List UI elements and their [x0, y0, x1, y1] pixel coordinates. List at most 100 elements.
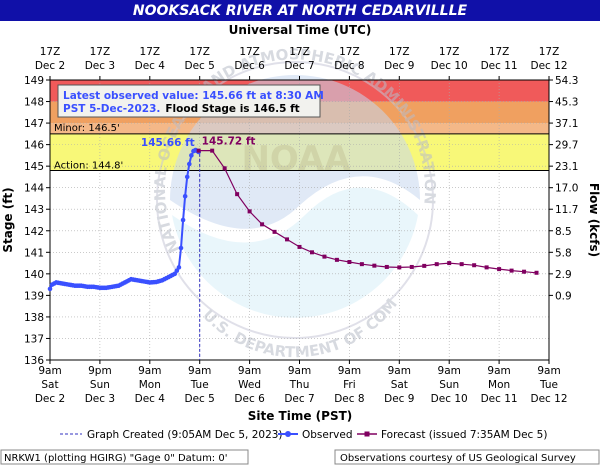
left-axis-ticks: 136 137 138 139 140 141 142 143 144 145 146 147 148 1… — [24, 75, 50, 367]
observed-point — [184, 174, 190, 180]
forecast-point — [334, 257, 339, 262]
bottom-tick-label-date: Dec 11 — [481, 393, 518, 405]
right-tick-label: 37.1 — [555, 118, 578, 130]
bottom-tick-label-time: 9am — [138, 365, 161, 377]
forecast-point — [422, 263, 427, 268]
forecast-point — [372, 263, 377, 268]
forecast-series — [196, 148, 539, 275]
observed-point — [180, 217, 186, 223]
footer-right-box — [334, 449, 600, 465]
forecast-point — [509, 268, 514, 273]
bottom-tick-label-time: 9am — [487, 365, 510, 377]
bottom-tick-label-time: 9am — [388, 365, 411, 377]
top-tick-label-hour: 17Z — [140, 46, 161, 58]
bottom-tick-label-time: 9am — [338, 365, 361, 377]
left-tick-label: 148 — [24, 97, 44, 109]
forecast-point — [447, 261, 452, 266]
action-stage-label: Action: 144.8' — [54, 160, 123, 171]
top-tick-label-hour: 17Z — [389, 46, 410, 58]
chart-title: NOOKSACK RIVER AT NORTH CEDARVILLLE — [133, 3, 468, 19]
bottom-tick-label-day: Thu — [289, 379, 310, 391]
bottom-tick-label-day: Mon — [488, 379, 510, 391]
right-tick-label: 11.7 — [555, 204, 578, 216]
noaa-watermark: NOAA NATIONAL OCEANIC AND ATMOSPHERIC AD… — [0, 0, 439, 361]
forecast-point — [359, 262, 364, 267]
left-tick-label: 138 — [24, 312, 44, 324]
forecast-point — [497, 267, 502, 272]
title-bar — [0, 0, 600, 21]
forecast-line — [198, 150, 537, 274]
bottom-tick-label-day: Fri — [343, 379, 356, 391]
right-tick-label: 45.3 — [555, 97, 578, 109]
right-axis-title: Flow (kcfs) — [587, 183, 600, 257]
legend-forecast-marker — [364, 431, 370, 437]
forecast-point — [347, 260, 352, 264]
top-tick-label-hour: 17Z — [489, 46, 510, 58]
forecast-point — [484, 265, 489, 270]
left-tick-label: 144 — [24, 183, 44, 195]
top-tick-label-date: Dec 9 — [384, 60, 414, 72]
left-tick-label: 141 — [24, 247, 44, 259]
info-box-line1: Latest observed value: 145.66 ft at 8:30… — [63, 90, 324, 102]
bottom-tick-label-date: Dec 4 — [135, 393, 166, 405]
forecast-point — [260, 222, 265, 227]
observed-point — [176, 265, 182, 270]
footer-left-text: NRKW1 (plotting HGIRG) "Gage 0" Datum: 0… — [4, 453, 227, 464]
info-box-flood-stage: Flood Stage is 146.5 ft — [165, 103, 299, 115]
forecast-point — [285, 237, 290, 242]
left-tick-label: 140 — [24, 269, 44, 281]
right-tick-label: 2.9 — [555, 269, 572, 281]
bottom-tick-label-date: Dec 5 — [185, 393, 215, 405]
top-tick-label-date: Dec 11 — [481, 60, 518, 72]
bottom-tick-label-date: Dec 7 — [284, 393, 314, 405]
left-tick-label: 145 — [24, 161, 44, 173]
top-tick-label-hour: 17Z — [289, 46, 310, 58]
observed-point — [187, 161, 192, 167]
left-tick-label: 149 — [24, 75, 44, 87]
right-tick-label: 0.9 — [555, 290, 572, 302]
footer-right-text: Observations courtesy of US Geological S… — [340, 453, 576, 464]
top-tick-label-hour: 17Z — [339, 46, 360, 58]
forecast-point — [297, 244, 302, 249]
forecast-point — [196, 148, 201, 153]
observed-series — [47, 147, 201, 292]
bottom-tick-label-date: Dec 9 — [384, 393, 414, 405]
observed-point — [182, 194, 188, 199]
top-tick-label-date: Dec 12 — [530, 60, 567, 72]
top-tick-label-date: Dec 5 — [185, 60, 215, 72]
forecast-point — [409, 264, 414, 269]
bottom-tick-label-day: Tue — [190, 379, 209, 391]
threshold-lines — [50, 133, 549, 171]
right-tick-label: 54.3 — [555, 75, 578, 87]
forecast-point — [222, 166, 227, 171]
bottom-tick-label-date: Dec 3 — [85, 393, 115, 405]
legend: Graph Created (9:05AM Dec 5, 2023) Obser… — [60, 429, 547, 441]
info-box-line2: PST 5-Dec-2023. Flood Stage is 146.5 ft — [63, 103, 300, 115]
noaa-logo-text: NOAA — [241, 139, 351, 179]
bottom-tick-label-day: Sun — [90, 379, 110, 391]
minor-flood-label: Minor: 146.5' — [54, 123, 120, 134]
top-tick-label-date: Dec 7 — [284, 60, 314, 72]
bottom-tick-label-date: Dec 2 — [35, 393, 65, 405]
forecast-point — [247, 209, 252, 214]
noaa-logo-wave — [172, 187, 418, 318]
observed-point — [178, 245, 184, 251]
bottom-tick-label-date: Dec 8 — [334, 393, 364, 405]
bottom-tick-label-day: Wed — [238, 379, 261, 391]
bottom-tick-label-day: Sat — [391, 379, 408, 391]
observed-point — [189, 153, 194, 158]
top-tick-label-hour: 17Z — [90, 46, 111, 58]
right-tick-label: 29.7 — [555, 140, 578, 152]
top-axis-ticks: 17Z Dec 2 17Z Dec 3 17Z Dec 4 17Z Dec 5 17Z Dec 6… — [35, 46, 568, 80]
forecast-peak-label: 145.72 ft — [202, 136, 256, 148]
top-tick-label-hour: 17Z — [40, 46, 61, 58]
bottom-tick-label-day: Mon — [139, 379, 161, 391]
legend-observed-marker — [285, 431, 291, 437]
legend-observed-label: Observed — [302, 429, 353, 441]
top-tick-label-date: Dec 3 — [85, 60, 115, 72]
left-axis-title: Stage (ft) — [1, 187, 15, 252]
forecast-point — [522, 269, 527, 274]
bottom-tick-label-time: 9am — [288, 365, 311, 377]
bottom-tick-label-time: 9pm — [88, 365, 112, 377]
bottom-tick-label-time: 9am — [188, 365, 211, 377]
